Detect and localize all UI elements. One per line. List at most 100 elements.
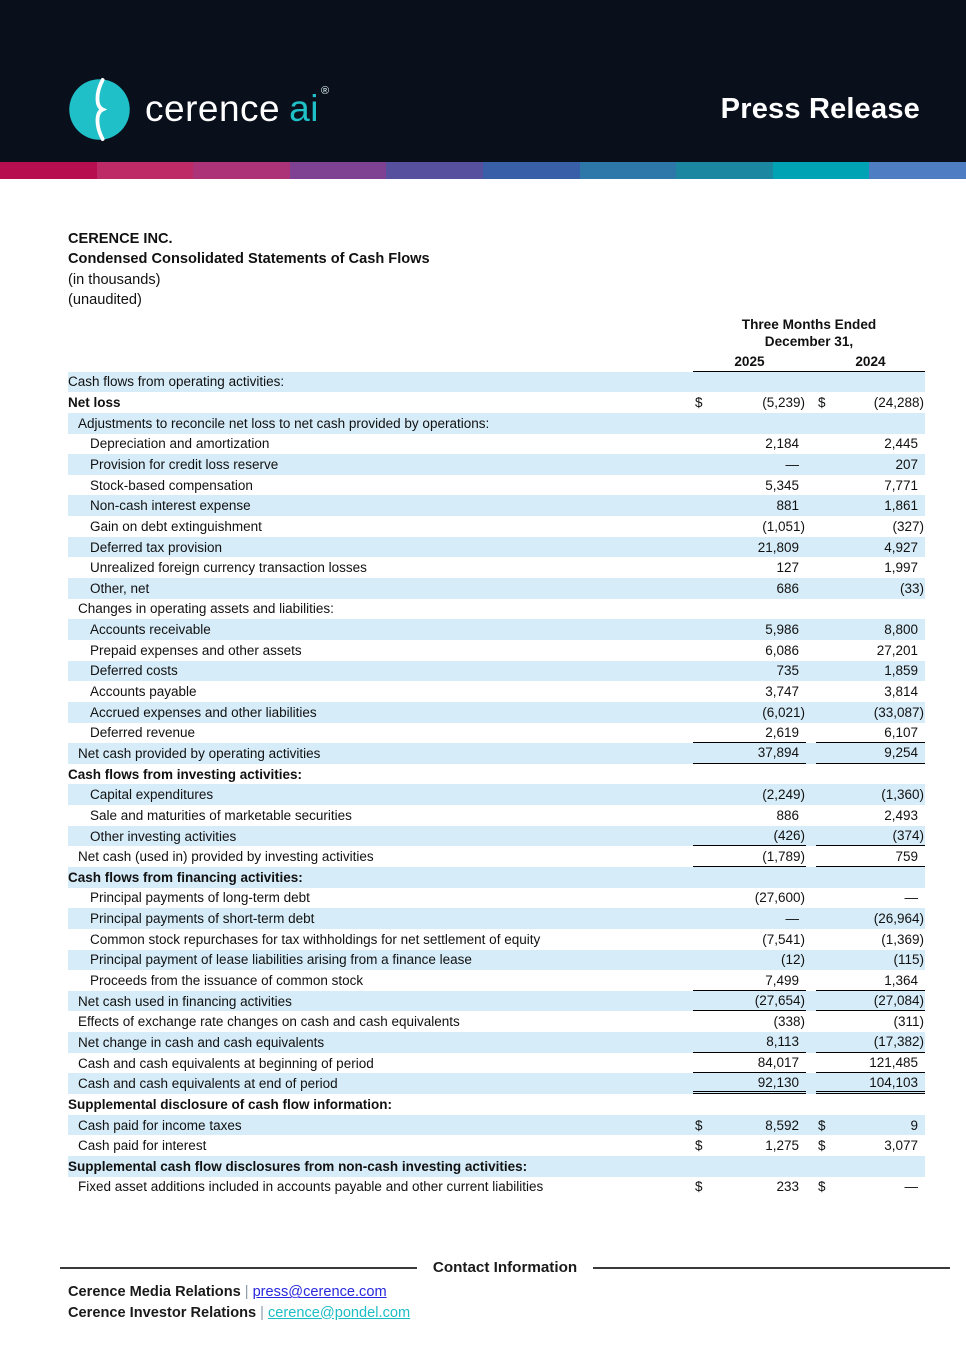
value-cell: (33) bbox=[899, 580, 924, 596]
separator: | bbox=[244, 1284, 249, 1301]
row-label: Provision for credit loss reserve bbox=[90, 457, 279, 472]
column-gap bbox=[806, 661, 816, 682]
value-group: 1,859 bbox=[816, 661, 925, 682]
row-label: Principal payments of long-term debt bbox=[90, 890, 310, 906]
value-group: 37,894 bbox=[693, 743, 806, 764]
row-label: Net cash provided by operating activitie… bbox=[78, 745, 321, 761]
value-cell: (7,541) bbox=[762, 931, 805, 947]
table-row: Net cash (used in) provided by investing… bbox=[68, 846, 925, 867]
year-columns: 2025 2024 bbox=[693, 353, 925, 372]
value-cell: 3,747 bbox=[765, 684, 799, 700]
table-row: Supplemental disclosure of cash flow inf… bbox=[68, 1094, 925, 1115]
row-label: Deferred revenue bbox=[90, 725, 196, 741]
value-group bbox=[693, 1156, 806, 1177]
value-cell: 881 bbox=[776, 498, 799, 514]
table-row: Gain on debt extinguishment (1,051) (327) bbox=[68, 516, 925, 537]
table-row: Cash paid for interest $1,275 $3,077 bbox=[68, 1135, 925, 1156]
dollar-sign: $ bbox=[695, 395, 703, 411]
value-cell: 104,103 bbox=[869, 1074, 918, 1090]
column-gap bbox=[806, 537, 816, 558]
row-label: Net change in cash and cash equivalents bbox=[78, 1034, 325, 1050]
value-group: (33) bbox=[816, 578, 925, 599]
value-group: $9 bbox=[816, 1115, 925, 1136]
table-row: Accounts receivable 5,986 8,800 bbox=[68, 619, 925, 640]
value-cell: 1,364 bbox=[884, 972, 918, 988]
media-relations-line: Cerence Media Relations | press@cerence.co… bbox=[68, 1282, 925, 1303]
table-row: Net loss $ (5,239) $ (24,288) bbox=[68, 392, 925, 413]
value-cell: (17,382) bbox=[873, 1034, 924, 1050]
column-gap bbox=[806, 619, 816, 640]
investor-relations-email-link[interactable]: cerence@pondel.com bbox=[267, 1304, 411, 1321]
value-cell: 121,485 bbox=[869, 1055, 918, 1071]
column-gap bbox=[806, 867, 816, 888]
row-label: Cash and cash equivalents at beginning o… bbox=[78, 1055, 374, 1071]
value-group bbox=[693, 867, 806, 888]
row-label: Supplemental cash flow disclosures from … bbox=[68, 1158, 528, 1174]
column-gap bbox=[806, 353, 816, 371]
table-row: Changes in operating assets and liabilit… bbox=[68, 599, 925, 620]
value-group: — bbox=[816, 888, 925, 909]
value-group: 881 bbox=[693, 495, 806, 516]
dollar-sign: $ bbox=[818, 395, 826, 411]
media-relations-email-link[interactable]: press@cerence.com bbox=[252, 1284, 387, 1301]
column-gap bbox=[806, 1011, 816, 1032]
value-group bbox=[816, 867, 925, 888]
value-group bbox=[816, 1094, 925, 1115]
value-cell: 2,493 bbox=[884, 807, 918, 823]
table-row: Deferred revenue 2,619 6,107 bbox=[68, 723, 925, 744]
value-cell: 735 bbox=[776, 663, 799, 679]
column-gap bbox=[806, 681, 816, 702]
value-group: 3,747 bbox=[693, 681, 806, 702]
value-group: (311) bbox=[816, 1011, 925, 1032]
value-cell: (311) bbox=[893, 1014, 924, 1030]
row-label: Sale and maturities of marketable securi… bbox=[90, 807, 352, 823]
row-label: Prepaid expenses and other assets bbox=[90, 642, 302, 658]
document-title-block: CERENCE INC. Condensed Consolidated Stat… bbox=[68, 229, 925, 311]
column-header-2024: 2024 bbox=[855, 353, 886, 369]
value-cell: 127 bbox=[776, 560, 799, 576]
value-group: 6,107 bbox=[816, 723, 925, 744]
value-group: — bbox=[693, 908, 806, 929]
value-cell: (426) bbox=[773, 828, 805, 844]
table-row: Net cash provided by operating activitie… bbox=[68, 743, 925, 764]
row-label: Supplemental disclosure of cash flow inf… bbox=[68, 1096, 393, 1112]
value-cell: 6,086 bbox=[765, 642, 799, 658]
column-gap bbox=[806, 970, 816, 991]
value-group: 4,927 bbox=[816, 537, 925, 558]
column-gap bbox=[806, 702, 816, 723]
column-gap bbox=[806, 723, 816, 744]
period-header: Three Months Ended December 31, 2025 202… bbox=[693, 316, 925, 372]
company-name: CERENCE INC. bbox=[68, 231, 173, 247]
column-gap bbox=[806, 846, 816, 867]
dollar-sign: $ bbox=[695, 1117, 703, 1133]
value-group: (12) bbox=[693, 950, 806, 971]
brand-suffix: ai bbox=[289, 88, 319, 129]
table-row: Cash flows from investing activities: bbox=[68, 764, 925, 785]
value-group: 7,499 bbox=[693, 970, 806, 991]
value-cell: 686 bbox=[776, 580, 799, 596]
table-row: Cash flows from operating activities: bbox=[68, 371, 925, 393]
value-group: 8,113 bbox=[693, 1032, 806, 1053]
column-gap bbox=[806, 950, 816, 971]
value-group bbox=[693, 1094, 806, 1115]
value-group: 3,814 bbox=[816, 681, 925, 702]
value-group: 127 bbox=[693, 557, 806, 578]
value-group: (27,084) bbox=[816, 991, 925, 1012]
value-cell: 3,077 bbox=[884, 1138, 918, 1154]
value-group: 6,086 bbox=[693, 640, 806, 661]
value-group: 2,184 bbox=[693, 434, 806, 455]
row-label: Accounts receivable bbox=[90, 622, 211, 638]
value-group: (27,654) bbox=[693, 991, 806, 1012]
heading-rule-right bbox=[593, 1267, 950, 1269]
column-gap bbox=[806, 640, 816, 661]
value-cell: (5,239) bbox=[762, 395, 805, 411]
row-label: Common stock repurchases for tax withhol… bbox=[90, 931, 541, 947]
value-group: 21,809 bbox=[693, 537, 806, 558]
value-group: $3,077 bbox=[816, 1135, 925, 1156]
column-gap bbox=[806, 475, 816, 496]
row-label: Deferred costs bbox=[90, 663, 178, 679]
value-cell: 2,184 bbox=[765, 436, 799, 452]
value-cell: 9 bbox=[910, 1117, 918, 1133]
row-label: Principal payment of lease liabilities a… bbox=[90, 952, 472, 968]
value-cell: (2,249) bbox=[762, 787, 805, 803]
